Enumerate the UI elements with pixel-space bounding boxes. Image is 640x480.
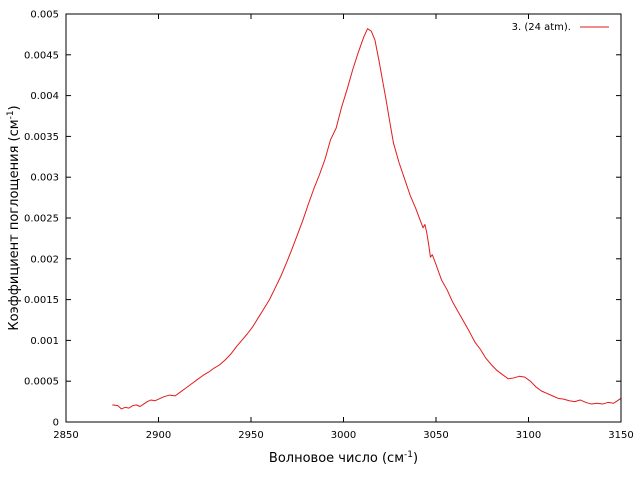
y-axis-title-prefix: Коэффициент поглощения (см	[7, 119, 22, 330]
y-tick-label: 0.0005	[24, 377, 59, 388]
y-tick-label: 0.0045	[24, 50, 59, 61]
y-tick-label: 0.001	[30, 336, 59, 347]
x-axis-title-prefix: Волновое число (см	[269, 451, 404, 466]
x-tick-label: 3150	[608, 430, 633, 441]
x-axis-title-suffix: )	[413, 451, 418, 466]
x-tick-label: 2950	[238, 430, 263, 441]
x-tick-label: 3000	[331, 430, 356, 441]
legend: 3. (24 atm).	[512, 22, 609, 33]
series-line-0	[112, 28, 622, 410]
plot-frame	[65, 13, 622, 423]
y-tick-label: 0.004	[30, 91, 59, 102]
y-axis-title: Коэффициент поглощения (см-1)	[6, 105, 22, 330]
series-layer	[112, 28, 622, 410]
x-axis-title: Волновое число (см-1)	[269, 450, 418, 466]
y-tick-label: 0.005	[30, 10, 59, 21]
y-tick-label: 0.0035	[24, 132, 59, 143]
x-tick-label: 2900	[146, 430, 171, 441]
y-axis-title-suffix: )	[7, 105, 22, 110]
x-axis-title-sup: -1	[404, 450, 413, 460]
y-axis-title-sup: -1	[6, 110, 16, 119]
legend-label: 3. (24 atm).	[512, 22, 571, 33]
y-tick-label: 0	[53, 418, 59, 429]
y-tick-label: 0.002	[30, 254, 59, 265]
x-tick-label: 3050	[423, 430, 448, 441]
y-tick-label: 0.0025	[24, 214, 59, 225]
x-tick-label: 3100	[516, 430, 541, 441]
ticks-layer: 2850 2900 2950 3000 3050 3100 3150 0 0.0005 0.001…	[24, 10, 634, 442]
y-tick-label: 0.003	[30, 173, 59, 184]
x-tick-label: 2850	[53, 430, 78, 441]
y-tick-label: 0.0015	[24, 295, 59, 306]
